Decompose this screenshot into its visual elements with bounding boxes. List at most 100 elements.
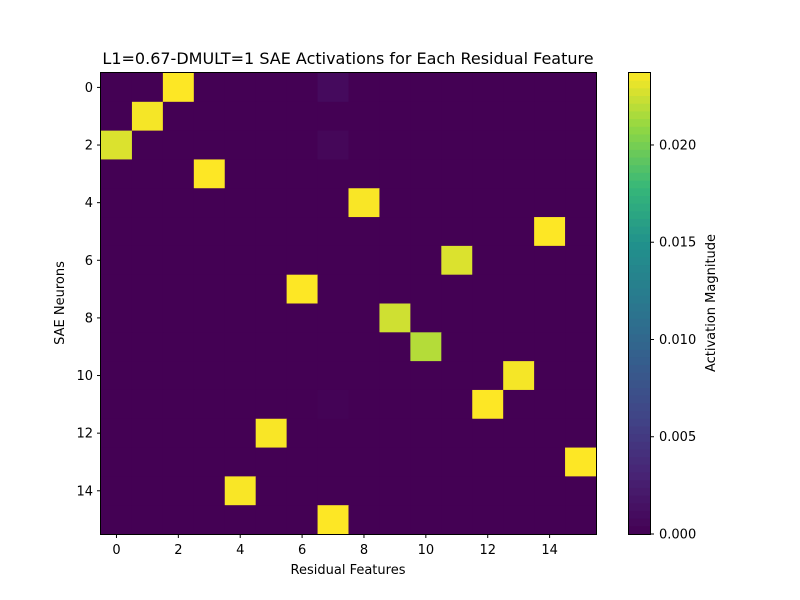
heatmap-cell [348, 188, 380, 218]
heatmap-cell [317, 418, 349, 449]
heatmap-cell [565, 389, 597, 420]
x-tick-label: 2 [174, 543, 182, 558]
x-axis-label: Residual Features [291, 563, 406, 578]
colorbar-segment [629, 341, 650, 351]
heatmap-cell [441, 303, 473, 333]
heatmap-cell [317, 303, 349, 333]
colorbar-segment [629, 441, 650, 451]
heatmap-cell [193, 101, 226, 132]
heatmap-cell [286, 245, 319, 276]
y-tick-label: 4 [85, 196, 93, 211]
colorbar-label: Activation Magnitude [704, 234, 719, 372]
heatmap-cell [472, 101, 504, 132]
heatmap-cell [101, 101, 133, 132]
heatmap-cell [379, 303, 411, 333]
heatmap-cell [131, 274, 164, 304]
heatmap-cell [317, 188, 349, 218]
x-tick-label: 10 [418, 543, 435, 558]
heatmap-cell [534, 389, 566, 420]
heatmap-cell [101, 361, 133, 391]
heatmap-cell [162, 447, 195, 477]
heatmap-cell [410, 476, 442, 506]
colorbar-segment [629, 142, 650, 151]
heatmap-cell [472, 361, 504, 391]
colorbar-segment [629, 311, 650, 320]
colorbar-frame [628, 72, 651, 535]
heatmap-cell [224, 332, 257, 362]
heatmap-cell [162, 73, 195, 103]
y-tick-label: 0 [85, 81, 93, 96]
heatmap-cell [379, 217, 411, 247]
heatmap-cell [193, 73, 226, 103]
colorbar-segment [629, 349, 650, 358]
heatmap-cell [379, 101, 411, 132]
heatmap-cell [224, 101, 257, 132]
heatmap-cell [193, 476, 226, 506]
heatmap-cell [348, 101, 380, 132]
heatmap-cell [534, 188, 566, 218]
heatmap-cells [101, 73, 597, 535]
x-tick-label: 4 [236, 543, 244, 558]
heatmap-cell [193, 505, 226, 535]
heatmap-cell [379, 332, 411, 362]
heatmap-cell [379, 447, 411, 477]
heatmap-cell [131, 245, 164, 276]
heatmap-cell [534, 332, 566, 362]
colorbar-segment [629, 388, 650, 397]
heatmap-cell [503, 130, 535, 160]
colorbar-segment [629, 226, 650, 235]
heatmap-cell [101, 274, 133, 304]
heatmap-cell [255, 505, 288, 535]
colorbar-segment [629, 249, 650, 258]
colorbar-segment [629, 165, 650, 174]
heatmap-cell [224, 188, 257, 218]
heatmap-cell [101, 245, 133, 276]
heatmap-cell [224, 361, 257, 391]
heatmap-cell [410, 418, 442, 449]
colorbar-segment [629, 487, 650, 497]
heatmap-cell [286, 389, 319, 420]
colorbar-segment [629, 103, 650, 113]
heatmap-cell [472, 332, 504, 362]
colorbar-segment [629, 526, 650, 535]
heatmap-cell [286, 476, 319, 506]
heatmap-cell [162, 188, 195, 218]
colorbar-segment [629, 218, 650, 228]
heatmap-cell [224, 130, 257, 160]
heatmap-cell [131, 418, 164, 449]
heatmap-cell [101, 332, 133, 362]
heatmap-cell [348, 361, 380, 391]
colorbar-segment [629, 403, 650, 412]
heatmap-cell [503, 361, 535, 391]
heatmap-cell [410, 159, 442, 189]
heatmap-cell [193, 418, 226, 449]
heatmap-cell [410, 217, 442, 247]
heatmap-cell [131, 303, 164, 333]
colorbar-segment [629, 480, 650, 489]
heatmap-cell [131, 73, 164, 103]
heatmap-cell [410, 505, 442, 535]
heatmap-cell [379, 418, 411, 449]
heatmap-cell [379, 389, 411, 420]
heatmap-cell [503, 245, 535, 276]
heatmap-cell [534, 101, 566, 132]
colorbar-segment [629, 418, 650, 428]
colorbar-segment [629, 334, 650, 343]
heatmap-cell [379, 73, 411, 103]
heatmap-cell [472, 73, 504, 103]
heatmap-cell [162, 217, 195, 247]
heatmap-cell [101, 389, 133, 420]
heatmap-cell [255, 303, 288, 333]
y-tick-label: 14 [76, 484, 93, 499]
heatmap-cell [255, 101, 288, 132]
heatmap-cell [348, 389, 380, 420]
heatmap-cell [348, 217, 380, 247]
heatmap-cell [131, 476, 164, 506]
heatmap-cell [131, 447, 164, 477]
heatmap-cell [131, 389, 164, 420]
colorbar-segment [629, 303, 650, 312]
heatmap-cell [503, 73, 535, 103]
colorbar-segment [629, 149, 650, 159]
colorbar-segment [629, 288, 650, 297]
